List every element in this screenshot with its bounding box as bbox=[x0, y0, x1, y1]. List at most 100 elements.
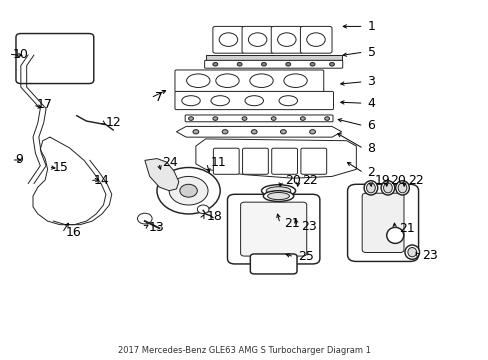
Ellipse shape bbox=[263, 191, 293, 202]
Circle shape bbox=[271, 117, 276, 120]
FancyBboxPatch shape bbox=[213, 148, 239, 174]
Text: 7: 7 bbox=[154, 91, 162, 104]
Circle shape bbox=[212, 63, 217, 66]
Ellipse shape bbox=[267, 193, 289, 200]
FancyBboxPatch shape bbox=[240, 202, 306, 256]
Text: 6: 6 bbox=[367, 119, 375, 132]
Circle shape bbox=[309, 130, 315, 134]
Ellipse shape bbox=[261, 185, 295, 197]
FancyBboxPatch shape bbox=[362, 193, 403, 252]
Circle shape bbox=[306, 33, 325, 46]
Ellipse shape bbox=[380, 181, 394, 195]
Ellipse shape bbox=[186, 74, 209, 87]
Circle shape bbox=[180, 184, 197, 197]
Ellipse shape bbox=[386, 227, 403, 243]
FancyBboxPatch shape bbox=[212, 26, 244, 53]
Text: 20: 20 bbox=[285, 174, 300, 187]
Circle shape bbox=[242, 117, 246, 120]
Ellipse shape bbox=[397, 183, 406, 193]
Text: 14: 14 bbox=[94, 174, 109, 187]
Ellipse shape bbox=[383, 183, 391, 193]
Text: 21: 21 bbox=[398, 222, 413, 235]
Bar bbox=[205, 55, 341, 60]
Circle shape bbox=[38, 55, 47, 62]
FancyBboxPatch shape bbox=[175, 91, 333, 110]
Circle shape bbox=[222, 130, 227, 134]
Text: 20: 20 bbox=[389, 174, 406, 187]
Circle shape bbox=[261, 63, 266, 66]
Ellipse shape bbox=[407, 248, 416, 257]
FancyBboxPatch shape bbox=[185, 115, 332, 122]
Text: 3: 3 bbox=[367, 75, 375, 88]
Circle shape bbox=[197, 205, 208, 213]
Ellipse shape bbox=[244, 96, 263, 106]
Circle shape bbox=[219, 33, 237, 46]
Ellipse shape bbox=[215, 74, 239, 87]
FancyBboxPatch shape bbox=[175, 70, 323, 92]
Text: 22: 22 bbox=[407, 174, 423, 187]
FancyBboxPatch shape bbox=[300, 26, 331, 53]
Text: 18: 18 bbox=[206, 210, 223, 223]
Circle shape bbox=[157, 167, 220, 214]
Circle shape bbox=[169, 176, 207, 205]
Text: 5: 5 bbox=[367, 46, 375, 59]
Text: 4: 4 bbox=[367, 97, 375, 110]
Ellipse shape bbox=[182, 96, 200, 106]
Text: 23: 23 bbox=[301, 220, 317, 233]
Circle shape bbox=[285, 63, 290, 66]
Ellipse shape bbox=[284, 74, 306, 87]
FancyBboxPatch shape bbox=[242, 148, 268, 174]
Ellipse shape bbox=[404, 245, 419, 259]
Ellipse shape bbox=[210, 96, 229, 106]
Text: 22: 22 bbox=[302, 174, 318, 187]
FancyBboxPatch shape bbox=[271, 26, 302, 53]
Text: 10: 10 bbox=[13, 48, 28, 61]
Ellipse shape bbox=[366, 183, 374, 193]
Text: 12: 12 bbox=[106, 116, 122, 129]
Text: 8: 8 bbox=[367, 142, 375, 155]
FancyBboxPatch shape bbox=[300, 148, 326, 174]
Text: 9: 9 bbox=[16, 153, 23, 166]
FancyBboxPatch shape bbox=[242, 26, 273, 53]
Circle shape bbox=[248, 33, 266, 46]
Text: 2017 Mercedes-Benz GLE63 AMG S Turbocharger Diagram 1: 2017 Mercedes-Benz GLE63 AMG S Turbochar… bbox=[118, 346, 370, 355]
Polygon shape bbox=[196, 139, 356, 178]
Circle shape bbox=[137, 213, 152, 224]
Ellipse shape bbox=[364, 181, 377, 195]
Text: 23: 23 bbox=[421, 248, 437, 261]
Text: 1: 1 bbox=[367, 20, 375, 33]
Circle shape bbox=[31, 50, 54, 67]
Circle shape bbox=[212, 117, 217, 120]
Text: 17: 17 bbox=[37, 99, 53, 112]
Polygon shape bbox=[144, 158, 179, 191]
Text: 25: 25 bbox=[297, 250, 313, 263]
FancyBboxPatch shape bbox=[347, 184, 418, 261]
Ellipse shape bbox=[266, 187, 290, 195]
Polygon shape bbox=[176, 126, 341, 137]
Ellipse shape bbox=[395, 181, 408, 195]
Circle shape bbox=[300, 117, 305, 120]
Text: 19: 19 bbox=[373, 174, 389, 187]
Text: 24: 24 bbox=[162, 156, 178, 169]
FancyBboxPatch shape bbox=[204, 60, 342, 68]
Ellipse shape bbox=[249, 74, 273, 87]
FancyBboxPatch shape bbox=[250, 254, 296, 274]
Circle shape bbox=[251, 130, 257, 134]
Text: 21: 21 bbox=[284, 217, 299, 230]
Text: 11: 11 bbox=[210, 156, 226, 169]
Circle shape bbox=[329, 63, 334, 66]
FancyBboxPatch shape bbox=[271, 148, 297, 174]
Text: 16: 16 bbox=[66, 226, 81, 239]
Circle shape bbox=[188, 117, 193, 120]
Text: 13: 13 bbox=[148, 221, 164, 234]
Circle shape bbox=[324, 117, 329, 120]
Circle shape bbox=[309, 63, 314, 66]
Circle shape bbox=[280, 130, 286, 134]
Circle shape bbox=[237, 63, 242, 66]
FancyBboxPatch shape bbox=[227, 194, 319, 264]
Text: 2: 2 bbox=[367, 166, 375, 179]
FancyBboxPatch shape bbox=[16, 33, 94, 84]
Circle shape bbox=[277, 33, 295, 46]
Text: 15: 15 bbox=[52, 161, 68, 174]
Ellipse shape bbox=[279, 96, 297, 106]
